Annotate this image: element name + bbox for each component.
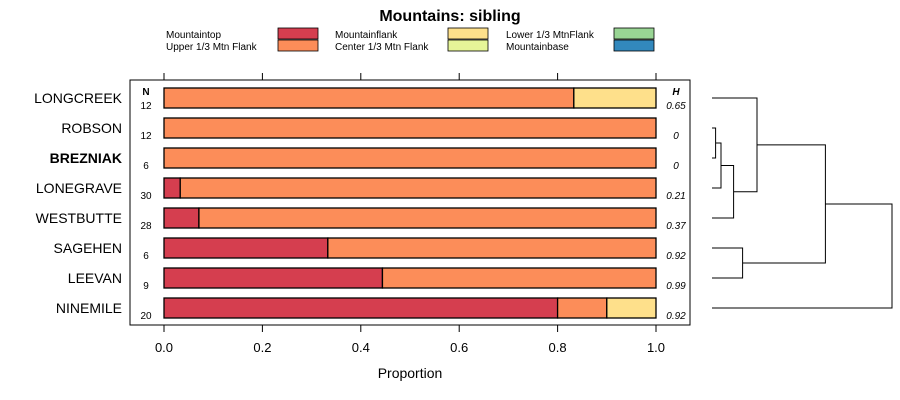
bar-row: LONGCREEK 12 0.65 (34, 87, 686, 112)
row-label: ROBSON (61, 120, 122, 136)
x-axis-label: Proportion (378, 365, 443, 381)
bar-row: LEEVAN 9 0.99 (68, 267, 686, 292)
bar-row: BREZNIAK 6 0 (50, 147, 679, 172)
legend-label: Mountainbase (506, 42, 569, 53)
legend-label: Lower 1/3 MtnFlank (506, 30, 595, 41)
bar-row: LONEGRAVE 30 0.21 (36, 177, 686, 202)
bar-segment (327, 237, 657, 259)
row-h-value: 0.99 (666, 281, 686, 292)
row-n-value: 12 (140, 101, 152, 112)
row-label: WESTBUTTE (36, 210, 122, 226)
row-h-value: 0 (673, 161, 679, 172)
row-n-value: 20 (140, 311, 152, 322)
n-column-header: N (142, 87, 149, 98)
bar-segment (163, 147, 657, 169)
row-label: SAGEHEN (54, 240, 122, 256)
dendrogram-branch (712, 142, 722, 189)
row-n-value: 12 (140, 131, 152, 142)
row-n-value: 6 (143, 161, 149, 172)
dendrogram-branch (712, 203, 893, 309)
dendrogram-branch (712, 97, 758, 193)
bar-segment (163, 297, 559, 319)
legend-swatch (447, 39, 489, 52)
dendrogram-branch (742, 144, 826, 264)
x-tick-label: 0.0 (155, 340, 173, 355)
bar-segment (573, 87, 657, 109)
row-n-value: 28 (140, 221, 152, 232)
row-label: LEEVAN (68, 270, 122, 286)
row-n-value: 30 (140, 191, 152, 202)
row-label: LONGCREEK (34, 90, 123, 106)
x-tick-label: 0.6 (450, 340, 468, 355)
x-tick-label: 0.2 (253, 340, 271, 355)
plot-frame (129, 79, 691, 326)
bar-segment (163, 207, 200, 229)
bar-segment (556, 297, 608, 319)
bar-row: NINEMILE 20 0.92 (56, 297, 686, 322)
row-label: LONEGRAVE (36, 180, 122, 196)
row-h-value: 0.65 (666, 101, 686, 112)
chart-title: Mountains: sibling (379, 8, 520, 25)
x-tick-label: 0.8 (549, 340, 567, 355)
legend-swatch (277, 27, 319, 40)
bar-segment (198, 207, 657, 229)
bar-segment (163, 87, 575, 109)
bar-segment (179, 177, 657, 199)
legend-swatch (613, 27, 655, 40)
bar-segment (381, 267, 657, 289)
x-tick-label: 0.4 (352, 340, 370, 355)
x-axis: 0.0 0.2 0.4 0.6 0.8 1.0 (155, 73, 665, 355)
legend-label: Mountaintop (166, 30, 221, 41)
h-column-header: H (672, 87, 680, 98)
row-n-value: 6 (143, 251, 149, 262)
row-h-value: 0.37 (666, 221, 686, 232)
bar-segment (163, 117, 657, 139)
bar-row: ROBSON 12 0 (61, 117, 679, 142)
legend-label: Upper 1/3 Mtn Flank (166, 42, 258, 53)
dendrogram-branch (712, 247, 744, 279)
dendrogram-branch (712, 165, 735, 219)
bar-segment (606, 297, 657, 319)
dendrogram-branch (712, 127, 717, 159)
row-h-value: 0.21 (666, 191, 685, 202)
legend-label: Mountainflank (335, 30, 398, 41)
bar-segment (163, 267, 384, 289)
legend-swatch (613, 39, 655, 52)
bar-segment (163, 237, 329, 259)
row-h-value: 0.92 (666, 251, 686, 262)
bar-row: WESTBUTTE 28 0.37 (36, 207, 686, 232)
x-tick-label: 1.0 (647, 340, 665, 355)
bar-segment (163, 177, 181, 199)
bar-rows: LONGCREEK 12 0.65 ROBSON 12 0 BREZNIAK 6 0 LONEGR… (34, 87, 686, 322)
legend-swatch (447, 27, 489, 40)
bar-row: SAGEHEN 6 0.92 (54, 237, 686, 262)
row-h-value: 0.92 (666, 311, 686, 322)
row-label: BREZNIAK (50, 150, 122, 166)
row-label: NINEMILE (56, 300, 122, 316)
row-h-value: 0 (673, 131, 679, 142)
legend-label: Center 1/3 Mtn Flank (335, 42, 429, 53)
dendrogram (712, 97, 893, 309)
legend-swatch (277, 39, 319, 52)
row-n-value: 9 (143, 281, 149, 292)
